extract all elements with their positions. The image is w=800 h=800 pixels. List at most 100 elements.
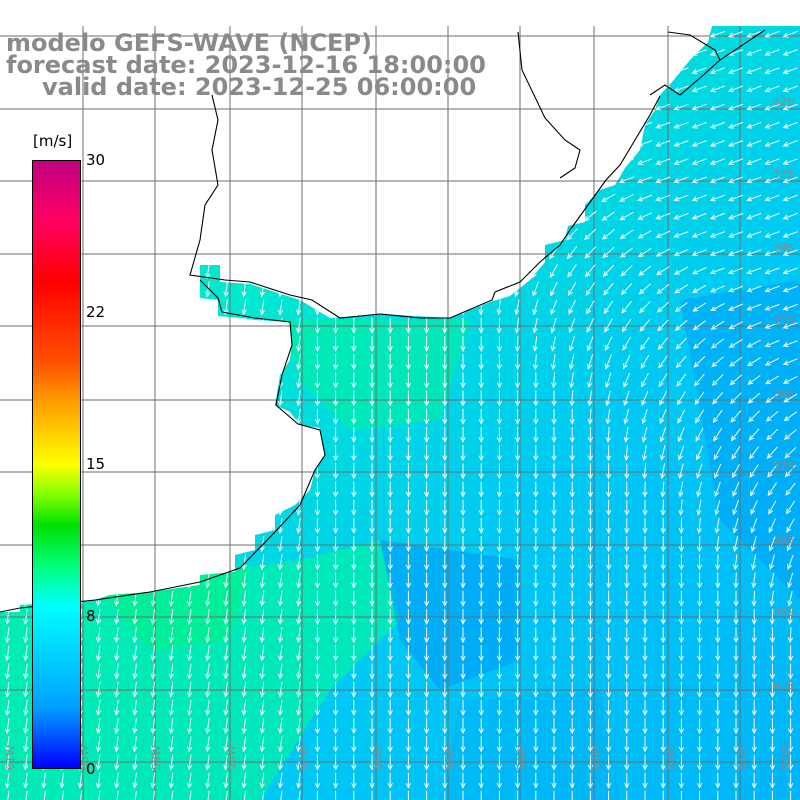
wind-arrow: [624, 517, 630, 535]
wind-arrow: [548, 210, 560, 223]
wind-arrow: [95, 335, 102, 352]
wind-arrow: [678, 554, 685, 571]
wind-arrow: [733, 736, 739, 753]
wind-arrow: [351, 390, 357, 407]
border-line: [667, 31, 721, 61]
wind-arrow: [296, 263, 302, 280]
wind-arrow: [95, 117, 102, 134]
wind-arrow: [314, 135, 321, 152]
wind-arrow: [605, 408, 611, 425]
wind-arrow: [423, 335, 430, 353]
wind-arrow: [4, 99, 11, 116]
wind-arrow: [277, 499, 284, 516]
wind-arrow: [786, 536, 795, 552]
wind-arrow: [4, 117, 11, 134]
wind-arrow: [186, 281, 193, 298]
wind-arrow: [423, 590, 430, 607]
wind-arrow: [132, 445, 138, 462]
wind-arrow: [510, 120, 524, 131]
wind-arrow: [678, 536, 685, 553]
wind-arrow: [691, 176, 707, 184]
wind-arrow: [114, 681, 120, 698]
latitude-label: 36S: [773, 387, 794, 400]
wind-arrow: [168, 499, 174, 516]
wind-arrow: [259, 335, 265, 352]
wind-arrow: [95, 244, 102, 261]
wind-arrow: [764, 85, 780, 93]
wind-arrow: [423, 554, 430, 571]
wind-arrow: [277, 426, 284, 443]
wind-arrow: [387, 172, 393, 189]
wind-arrow: [550, 335, 557, 352]
wind-arrow: [496, 627, 503, 644]
wind-arrow: [387, 408, 393, 425]
wind-arrow: [514, 354, 521, 371]
wind-arrow: [387, 790, 393, 800]
wind-arrow: [600, 67, 616, 74]
wind-arrow: [23, 517, 29, 534]
wind-arrow: [186, 536, 193, 553]
wind-arrow: [205, 736, 211, 753]
wind-arrow: [624, 463, 630, 480]
wind-arrow: [150, 699, 156, 716]
wind-arrow: [491, 48, 507, 56]
wind-arrow: [259, 790, 265, 800]
wind-arrow: [401, 28, 415, 40]
wind-arrow: [150, 608, 156, 625]
wind-arrow: [168, 335, 174, 352]
wind-arrow: [332, 463, 339, 480]
wind-arrow: [442, 335, 448, 353]
wind-arrow: [132, 608, 138, 625]
wind-arrow: [23, 153, 29, 170]
wind-arrow: [604, 318, 613, 333]
wind-arrow: [114, 718, 120, 735]
wind-arrow: [673, 266, 689, 275]
wind-arrow: [23, 645, 29, 662]
wind-arrow: [460, 699, 466, 717]
wind-arrow: [751, 681, 757, 698]
wind-arrow: [768, 536, 776, 552]
wind-arrow: [569, 699, 575, 717]
wind-arrow: [296, 99, 302, 116]
wind-arrow: [675, 337, 687, 350]
wind-arrow: [728, 321, 743, 330]
wind-arrow: [569, 499, 575, 516]
wind-arrow: [296, 463, 302, 480]
wind-arrow: [405, 790, 412, 800]
wind-arrow: [569, 681, 575, 698]
wind-arrow: [618, 176, 634, 184]
wind-arrow: [551, 372, 557, 389]
wind-arrow: [4, 572, 11, 589]
wind-arrow: [241, 354, 247, 371]
wind-arrow: [496, 390, 503, 407]
wind-arrow: [369, 736, 375, 753]
wind-arrow: [95, 681, 102, 698]
wind-arrow: [660, 554, 666, 571]
wind-arrow: [733, 718, 739, 735]
wind-arrow: [751, 772, 757, 789]
wind-arrow: [59, 790, 65, 800]
wind-arrow: [205, 572, 211, 589]
wind-arrow: [95, 354, 102, 371]
wind-arrow: [550, 299, 558, 316]
wind-arrow: [186, 481, 193, 498]
wind-arrow: [223, 281, 229, 298]
wind-arrow: [750, 482, 759, 497]
wind-arrow: [587, 536, 594, 553]
wind-arrow: [787, 627, 794, 644]
wind-arrow: [205, 463, 211, 480]
wind-arrow: [768, 500, 777, 515]
wind-arrow: [460, 445, 466, 462]
wind-arrow: [351, 499, 357, 516]
wind-arrow: [332, 244, 339, 262]
wind-arrow: [314, 317, 321, 334]
wind-arrow: [602, 246, 615, 259]
wind-arrow: [746, 249, 762, 256]
wind-arrow: [296, 736, 302, 753]
wind-arrow: [405, 299, 412, 316]
wind-arrow: [787, 590, 793, 607]
wind-arrow: [710, 320, 725, 330]
wind-arrow: [259, 190, 265, 207]
wind-arrow: [587, 718, 594, 735]
wind-arrow: [114, 426, 120, 443]
